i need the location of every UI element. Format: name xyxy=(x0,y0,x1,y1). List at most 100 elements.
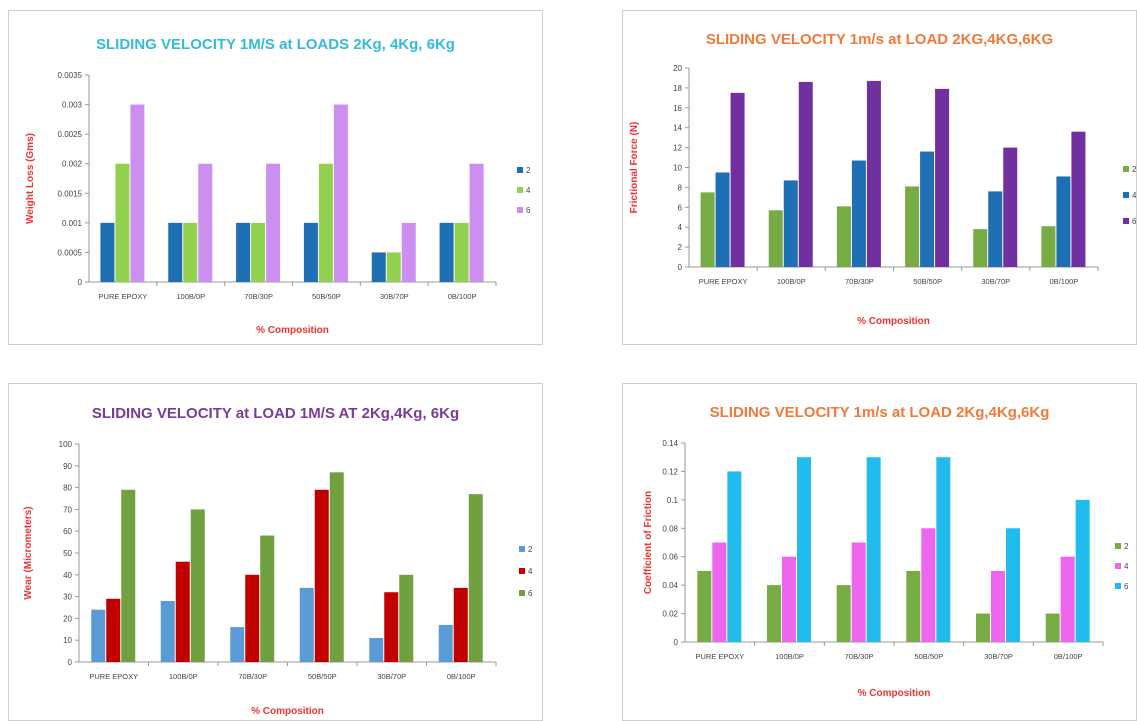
x-axis-label: % Composition xyxy=(251,706,324,717)
bar-2-1 xyxy=(767,585,781,642)
bar-2-4 xyxy=(973,229,988,267)
bar-4-1 xyxy=(175,561,190,662)
legend-swatch-2 xyxy=(519,546,525,552)
y-tick-label: 70 xyxy=(63,505,72,514)
bar-4-3 xyxy=(318,163,333,282)
legend-swatch-2 xyxy=(517,167,523,173)
legend-swatch-4 xyxy=(517,187,523,193)
y-tick-label: 0 xyxy=(68,658,73,667)
y-tick-label: 18 xyxy=(673,84,682,93)
y-axis-label: Frictional Force (N) xyxy=(629,122,640,214)
x-tick-label: 50B/50P xyxy=(914,652,943,661)
x-tick-label: 0B/100P xyxy=(1050,277,1079,286)
y-tick-label: 20 xyxy=(63,614,72,623)
bar-2-1 xyxy=(160,600,175,662)
legend-swatch-6 xyxy=(517,207,523,213)
bar-4-5 xyxy=(453,587,468,662)
y-axis-label: Weight Loss (Gms) xyxy=(25,133,36,224)
bar-2-4 xyxy=(976,613,990,642)
y-tick-label: 14 xyxy=(673,124,682,133)
bar-6-5 xyxy=(1075,499,1090,642)
x-tick-label: 70B/30P xyxy=(244,292,273,301)
legend-swatch-6 xyxy=(519,590,525,596)
bar-4-3 xyxy=(314,489,329,662)
y-tick-label: 0.02 xyxy=(662,610,678,619)
y-tick-label: 10 xyxy=(63,636,72,645)
bar-4-0 xyxy=(106,598,121,662)
y-tick-label: 0.003 xyxy=(62,101,83,110)
y-tick-label: 0.0025 xyxy=(58,130,83,139)
y-tick-label: 0.04 xyxy=(662,581,678,590)
x-tick-label: 50B/50P xyxy=(312,292,341,301)
bar-4-3 xyxy=(920,151,935,267)
bar-4-1 xyxy=(783,180,798,267)
bar-2-5 xyxy=(1045,613,1060,642)
bar-2-5 xyxy=(439,222,454,282)
bar-4-3 xyxy=(921,528,936,642)
bar-2-0 xyxy=(697,570,712,642)
bar-6-0 xyxy=(730,92,745,267)
bar-6-4 xyxy=(401,222,416,282)
y-tick-label: 0 xyxy=(674,638,679,647)
bar-6-2 xyxy=(260,535,275,662)
y-tick-label: 0 xyxy=(678,263,683,272)
bar-2-3 xyxy=(303,222,318,282)
chart-frictional-force: SLIDING VELOCITY 1m/s at LOAD 2KG,4KG,6K… xyxy=(629,31,1136,327)
y-tick-label: 0.001 xyxy=(62,219,83,228)
x-tick-label: 30B/70P xyxy=(380,292,409,301)
x-tick-label: PURE EPOXY xyxy=(699,277,748,286)
y-axis-label: Coefficient of Friction xyxy=(643,491,654,594)
bar-6-1 xyxy=(797,457,811,642)
legend-label-2: 2 xyxy=(1124,542,1129,551)
bar-4-2 xyxy=(245,574,260,662)
bar-6-4 xyxy=(1006,528,1020,642)
legend-swatch-4 xyxy=(519,568,525,574)
y-tick-label: 0.14 xyxy=(662,439,678,448)
bar-4-4 xyxy=(384,592,399,662)
x-tick-label: 100B/0P xyxy=(169,672,198,681)
y-tick-label: 6 xyxy=(678,203,683,212)
x-tick-label: 100B/0P xyxy=(777,277,806,286)
bar-6-5 xyxy=(1071,131,1086,267)
bar-4-1 xyxy=(782,556,796,642)
bar-2-2 xyxy=(230,627,245,662)
y-tick-label: 90 xyxy=(63,462,72,471)
y-tick-label: 4 xyxy=(678,223,683,232)
x-tick-label: PURE EPOXY xyxy=(89,672,138,681)
bar-4-4 xyxy=(991,570,1005,642)
x-tick-label: 30B/70P xyxy=(377,672,406,681)
bar-6-5 xyxy=(469,163,484,282)
x-tick-label: 100B/0P xyxy=(775,652,804,661)
bar-6-3 xyxy=(935,88,950,268)
bar-2-0 xyxy=(100,222,115,282)
y-tick-label: 0.12 xyxy=(662,467,678,476)
bar-2-0 xyxy=(700,192,715,267)
chart-panel-coefficient-of-friction: SLIDING VELOCITY 1m/s at LOAD 2Kg,4Kg,6K… xyxy=(622,383,1137,721)
x-axis-label: % Composition xyxy=(857,316,930,327)
x-tick-label: 30B/70P xyxy=(984,652,1013,661)
legend-label-4: 4 xyxy=(1132,191,1136,200)
bar-2-2 xyxy=(836,585,851,642)
x-axis-label: % Composition xyxy=(858,688,931,699)
bar-6-1 xyxy=(198,163,213,282)
bar-2-0 xyxy=(91,609,106,662)
y-tick-label: 16 xyxy=(673,104,682,113)
x-tick-label: 70B/30P xyxy=(845,652,874,661)
bar-6-4 xyxy=(1003,147,1018,267)
x-tick-label: PURE EPOXY xyxy=(99,292,148,301)
chart-title: SLIDING VELOCITY 1m/s at LOAD 2KG,4KG,6K… xyxy=(706,31,1053,48)
y-tick-label: 20 xyxy=(673,64,682,73)
bar-2-3 xyxy=(299,587,314,662)
y-tick-label: 80 xyxy=(63,484,72,493)
y-tick-label: 0.0015 xyxy=(58,189,83,198)
legend-swatch-2 xyxy=(1115,543,1121,549)
bar-2-2 xyxy=(836,206,851,267)
bar-4-0 xyxy=(712,542,727,642)
y-tick-label: 0.08 xyxy=(662,524,678,533)
x-tick-label: 50B/50P xyxy=(913,277,942,286)
bar-4-5 xyxy=(454,222,469,282)
bar-6-4 xyxy=(399,574,414,662)
bar-2-1 xyxy=(768,210,783,267)
x-tick-label: PURE EPOXY xyxy=(695,652,744,661)
y-tick-label: 40 xyxy=(63,571,72,580)
